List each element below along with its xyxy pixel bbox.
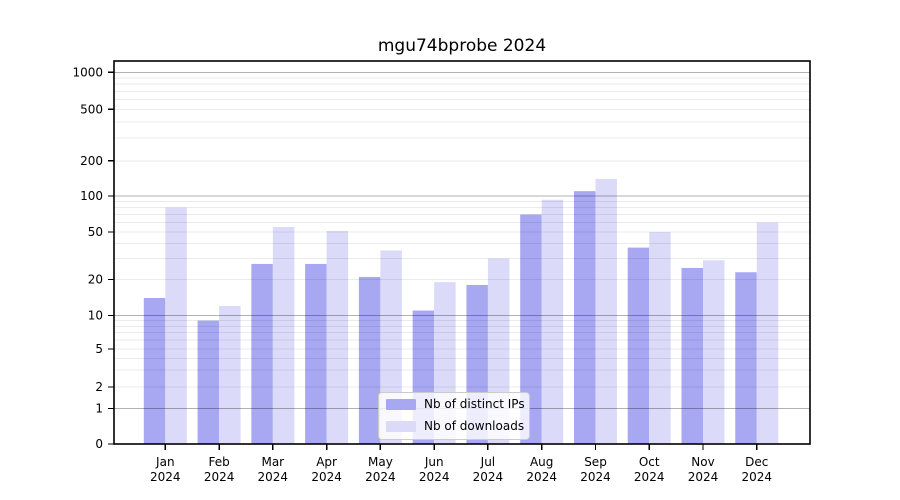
- x-tick-label-month: Mar: [261, 455, 284, 469]
- x-tick-label-month: Oct: [639, 455, 660, 469]
- bar-downloads-mar: [272, 227, 295, 444]
- plot-border: [113, 60, 811, 445]
- x-tick-label-month: Nov: [691, 455, 714, 469]
- bar-downloads-feb: [219, 306, 241, 444]
- x-tick-label-year: 2024: [473, 470, 504, 484]
- y-tick-label: 500: [80, 103, 103, 117]
- y-tick-label: 2: [95, 380, 103, 394]
- legend-item-downloads: Nb of downloads: [386, 418, 525, 435]
- x-tick-label-year: 2024: [258, 470, 289, 484]
- chart-title: mgu74bprobe 2024: [377, 36, 547, 56]
- x-tick-label-year: 2024: [419, 470, 450, 484]
- bar-distinct-ips-aug: [520, 214, 542, 444]
- x-tick-label-month: Apr: [316, 455, 337, 469]
- bar-distinct-ips-nov: [681, 267, 703, 444]
- x-tick-label-year: 2024: [150, 470, 181, 484]
- legend-label-distinct-ips: Nb of distinct IPs: [424, 397, 525, 411]
- bar-downloads-oct: [649, 232, 671, 444]
- x-tick-label-month: Sep: [584, 455, 607, 469]
- legend: Nb of distinct IPs Nb of downloads: [378, 392, 530, 440]
- x-tick-label-year: 2024: [311, 470, 342, 484]
- x-tick-label-year: 2024: [688, 470, 719, 484]
- x-tick-label-year: 2024: [634, 470, 665, 484]
- y-tick-label: 50: [88, 225, 103, 239]
- y-tick-label: 200: [80, 154, 103, 168]
- x-tick-label-month: May: [368, 455, 393, 469]
- x-tick-label-month: Jan: [155, 455, 175, 469]
- x-tick-label-year: 2024: [580, 470, 611, 484]
- bar-downloads-apr: [326, 230, 349, 444]
- legend-item-distinct-ips: Nb of distinct IPs: [386, 396, 525, 413]
- bar-distinct-ips-mar: [251, 263, 273, 444]
- y-tick-label: 100: [80, 189, 103, 203]
- x-tick-label-month: Aug: [530, 455, 553, 469]
- y-tick-label: 5: [95, 342, 103, 356]
- x-tick-label-month: Dec: [745, 455, 768, 469]
- x-tick-label-month: Jul: [480, 455, 495, 469]
- legend-label-downloads: Nb of downloads: [424, 419, 525, 433]
- x-tick-label-year: 2024: [742, 470, 773, 484]
- bar-downloads-sep: [595, 178, 617, 444]
- legend-swatch-downloads: [386, 421, 416, 432]
- bar-distinct-ips-feb: [197, 320, 220, 444]
- legend-swatch-distinct-ips: [386, 399, 416, 410]
- bar-distinct-ips-sep: [573, 191, 596, 444]
- bar-downloads-dec: [756, 222, 779, 444]
- bar-distinct-ips-may: [358, 276, 381, 444]
- x-tick-label-year: 2024: [365, 470, 396, 484]
- x-tick-label-year: 2024: [204, 470, 235, 484]
- bar-downloads-nov: [703, 260, 725, 444]
- y-tick-label: 0: [95, 437, 103, 451]
- bar-downloads-aug: [541, 199, 564, 444]
- bar-distinct-ips-jan: [143, 298, 166, 444]
- bar-distinct-ips-dec: [735, 272, 757, 444]
- y-tick-label: 1: [95, 402, 103, 416]
- y-tick-label: 20: [88, 273, 103, 287]
- bar-downloads-jan: [165, 207, 187, 444]
- x-tick-label-month: Feb: [208, 455, 229, 469]
- y-tick-label: 10: [88, 309, 103, 323]
- y-tick-label: 1000: [72, 66, 103, 80]
- bar-distinct-ips-apr: [305, 263, 327, 444]
- bar-distinct-ips-oct: [627, 247, 650, 444]
- x-tick-label-month: Jun: [424, 455, 444, 469]
- x-tick-label-year: 2024: [526, 470, 557, 484]
